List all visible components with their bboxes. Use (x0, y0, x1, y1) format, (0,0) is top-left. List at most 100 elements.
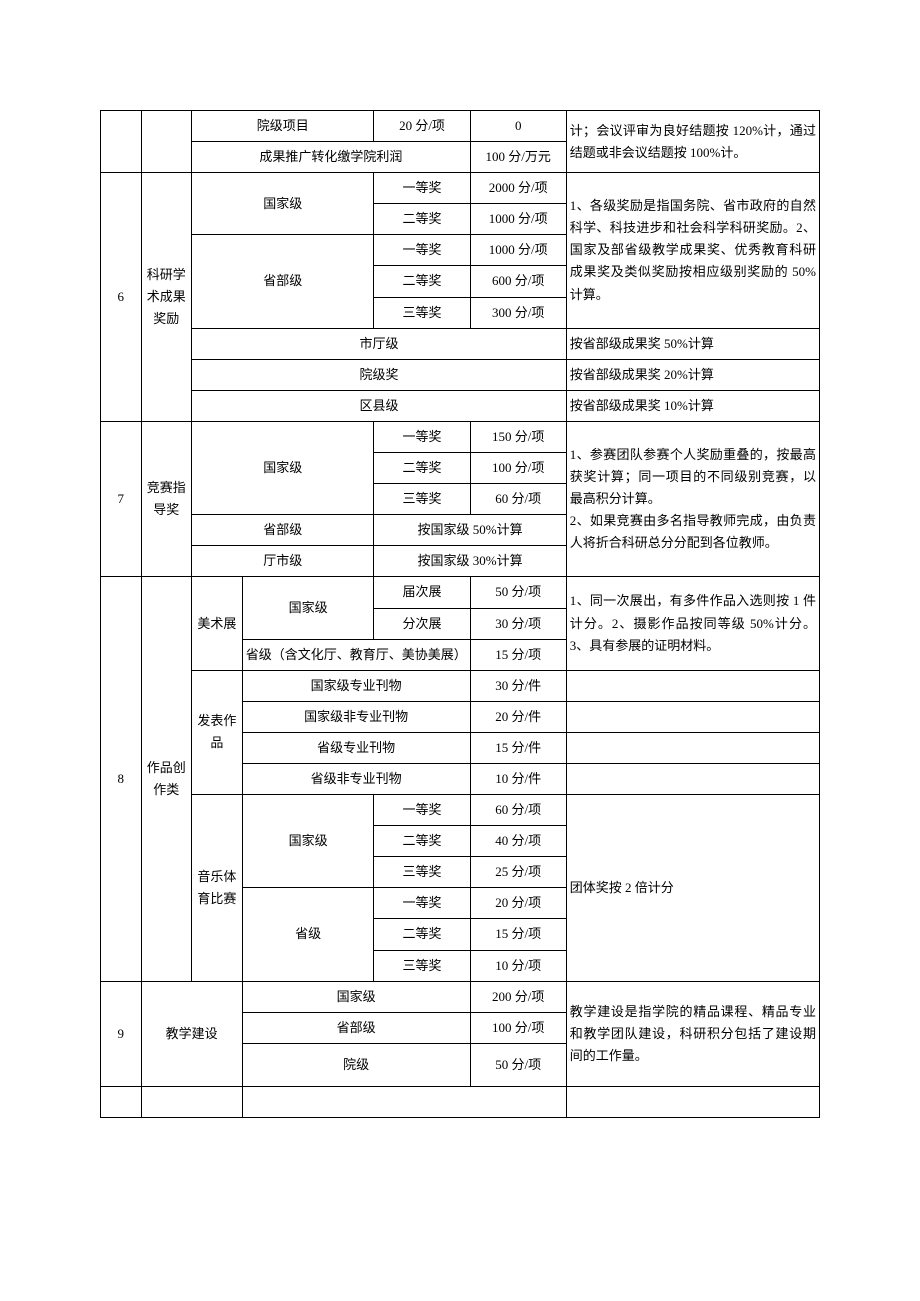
sec8-ms-text: 美术展 (197, 616, 236, 631)
sec8-fb1: 国家级专业刊物 (242, 670, 470, 701)
sec9-note: 教学建设是指学院的精品课程、精品专业和教学团队建设，科研积分包括了建设期间的工作… (566, 981, 819, 1086)
sec7-a2: 二等奖 (374, 453, 470, 484)
sec8-ms1: 届次展 (374, 577, 470, 608)
sec7-num: 7 (101, 421, 142, 576)
sec8-mssj: 省级（含文化厅、教育厅、美协美展） (242, 639, 470, 670)
sec6-sb: 省部级 (192, 235, 374, 328)
sec8-yg2: 二等奖 (374, 826, 470, 857)
sec6-gj2p: 1000 分/项 (470, 204, 566, 235)
sec7-ts: 厅市级 (192, 546, 374, 577)
sec7-a3: 三等奖 (374, 484, 470, 515)
sec9-gjp: 200 分/项 (470, 981, 566, 1012)
row-yjxm-pts: 20 分/项 (374, 111, 470, 142)
sec8-ys1: 一等奖 (374, 888, 470, 919)
sec7-tsp: 按国家级 30%计算 (374, 546, 566, 577)
sec8-yg1p: 60 分/项 (470, 795, 566, 826)
sec8-fb1n (566, 670, 819, 701)
sec6-sb2: 二等奖 (374, 266, 470, 297)
sec8-yg3: 三等奖 (374, 857, 470, 888)
sec8-cat: 作品创作类 (141, 577, 192, 981)
sec8-msnote: 1、同一次展出，有多件作品入选则按 1 件计分。2、摄影作品按同等级 50%计分… (566, 577, 819, 670)
sec6-num: 6 (101, 173, 142, 422)
sec6-gj2: 二等奖 (374, 204, 470, 235)
empty-cat (141, 1086, 242, 1117)
stub-num (101, 111, 142, 173)
sec9-num: 9 (101, 981, 142, 1086)
stub-cat (141, 111, 192, 173)
sec8-ys1p: 20 分/项 (470, 888, 566, 919)
sec7-cat: 竞赛指导奖 (141, 421, 192, 576)
row-cgzh-label: 成果推广转化缴学院利润 (192, 142, 470, 173)
sec6-yj: 院级奖 (192, 359, 567, 390)
scoring-table: 院级项目 20 分/项 0 计；会议评审为良好结题按 120%计，通过结题或非会… (100, 110, 820, 1118)
sec8-fb3: 省级专业刊物 (242, 732, 470, 763)
sec8-fb1p: 30 分/件 (470, 670, 566, 701)
sec7-a1: 一等奖 (374, 421, 470, 452)
sec6-stn: 按省部级成果奖 50%计算 (566, 328, 819, 359)
sec6-yjn: 按省部级成果奖 20%计算 (566, 359, 819, 390)
sec8-fb2n (566, 701, 819, 732)
sec9-yj: 院级 (242, 1043, 470, 1086)
sec8-yg1: 一等奖 (374, 795, 470, 826)
sec8-num: 8 (101, 577, 142, 981)
sec6-sb1: 一等奖 (374, 235, 470, 266)
sec8-fb4: 省级非专业刊物 (242, 763, 470, 794)
sec6-qx: 区县级 (192, 390, 567, 421)
sec7-note: 1、参赛团队参赛个人奖励重叠的，按最高获奖计算；同一项目的不同级别竞赛，以最高积… (566, 421, 819, 576)
empty-num (101, 1086, 142, 1117)
sec8-ytgj: 国家级 (242, 795, 374, 888)
sec6-sb3p: 300 分/项 (470, 297, 566, 328)
sec6-gj: 国家级 (192, 173, 374, 235)
sec8-msgj: 国家级 (242, 577, 374, 639)
row-yjxm-label: 院级项目 (192, 111, 374, 142)
sec6-sb2p: 600 分/项 (470, 266, 566, 297)
sec8-ms1p: 50 分/项 (470, 577, 566, 608)
sec9-sb: 省部级 (242, 1012, 470, 1043)
sec8-ms: 美术展 (192, 577, 243, 670)
sec8-fb4n (566, 763, 819, 794)
sec8-yt-text: 音乐体育比赛 (197, 869, 236, 906)
sec8-yg2p: 40 分/项 (470, 826, 566, 857)
sec6-sb3: 三等奖 (374, 297, 470, 328)
sec7-sbp: 按国家级 50%计算 (374, 515, 566, 546)
sec8-cat-text: 作品创作类 (147, 760, 186, 797)
sec6-note: 1、各级奖励是指国务院、省市政府的自然科学、科技进步和社会科学科研奖励。2、国家… (566, 173, 819, 328)
sec9-sbp: 100 分/项 (470, 1012, 566, 1043)
sec6-gj1: 一等奖 (374, 173, 470, 204)
sec8-ys3: 三等奖 (374, 950, 470, 981)
sec7-cat-text: 竞赛指导奖 (147, 480, 186, 517)
sec7-p3: 60 分/项 (470, 484, 566, 515)
sec8-fb2p: 20 分/件 (470, 701, 566, 732)
sec7-p2: 100 分/项 (470, 453, 566, 484)
sec8-ytnote: 团体奖按 2 倍计分 (566, 795, 819, 982)
sec9-yjp: 50 分/项 (470, 1043, 566, 1086)
sec6-gj1p: 2000 分/项 (470, 173, 566, 204)
sec6-qxn: 按省部级成果奖 10%计算 (566, 390, 819, 421)
sec8-fb4p: 10 分/件 (470, 763, 566, 794)
sec8-fb3p: 15 分/件 (470, 732, 566, 763)
empty-mid (242, 1086, 566, 1117)
sec9-gj: 国家级 (242, 981, 470, 1012)
sec6-cat: 科研学术成果奖励 (141, 173, 192, 422)
sec6-cat-text: 科研学术成果奖励 (147, 267, 186, 326)
sec8-ms2p: 30 分/项 (470, 608, 566, 639)
sec6-st: 市厅级 (192, 328, 567, 359)
sec9-cat: 教学建设 (141, 981, 242, 1086)
sec8-fb-text: 发表作品 (197, 713, 236, 750)
row-cgzh-pts: 100 分/万元 (470, 142, 566, 173)
sec8-ytsj: 省级 (242, 888, 374, 981)
note-top: 计；会议评审为良好结题按 120%计，通过结题或非会议结题按 100%计。 (566, 111, 819, 173)
sec8-ys2p: 15 分/项 (470, 919, 566, 950)
sec8-mssjp: 15 分/项 (470, 639, 566, 670)
sec8-fb2: 国家级非专业刊物 (242, 701, 470, 732)
sec7-p1: 150 分/项 (470, 421, 566, 452)
sec8-fb3n (566, 732, 819, 763)
sec8-ms2: 分次展 (374, 608, 470, 639)
sec6-sb1p: 1000 分/项 (470, 235, 566, 266)
sec7-gj: 国家级 (192, 421, 374, 514)
row-yjxm-zero: 0 (470, 111, 566, 142)
sec8-ys3p: 10 分/项 (470, 950, 566, 981)
sec7-sb: 省部级 (192, 515, 374, 546)
sec8-yt: 音乐体育比赛 (192, 795, 243, 982)
sec8-ys2: 二等奖 (374, 919, 470, 950)
